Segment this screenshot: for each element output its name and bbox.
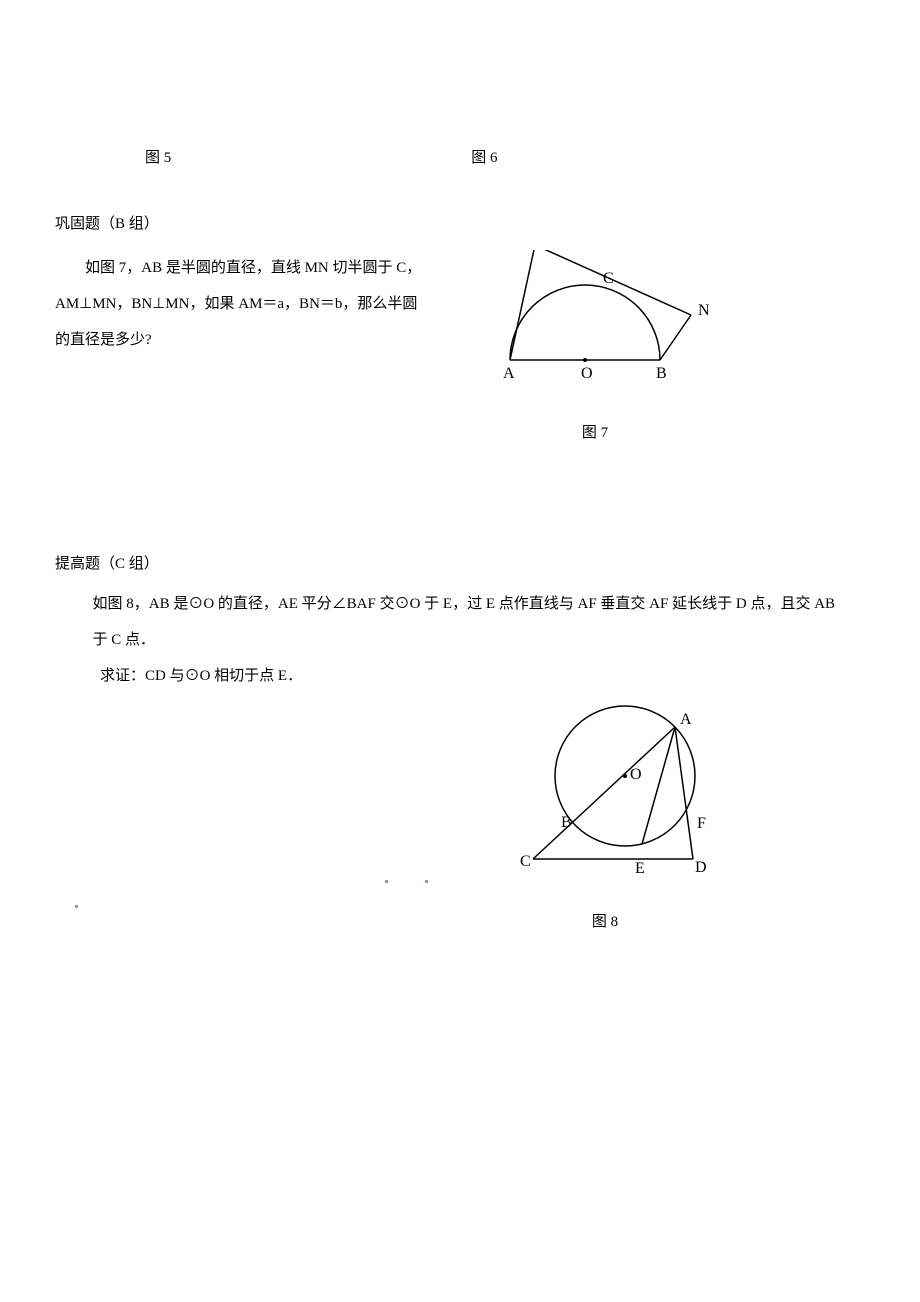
- fig7-point-B: B: [656, 365, 667, 380]
- section-c-title: 提高题（C 组）: [55, 546, 865, 582]
- section-b-title: 巩固题（B 组）: [55, 206, 865, 242]
- section-b-p1: 如图 7，AB 是半圆的直径，直线 MN 切半圆于 C，: [55, 250, 455, 286]
- fig7-label: 图 7: [475, 415, 715, 451]
- fig7-point-O: O: [581, 365, 593, 380]
- fig8-label: 图 8: [485, 904, 725, 940]
- fig7-point-N: N: [698, 302, 710, 319]
- fig7-point-A: A: [503, 365, 515, 380]
- fig8-point-O: O: [630, 766, 642, 783]
- fig5-label: 图 5: [145, 140, 171, 176]
- fig8-point-B: B: [561, 814, 572, 831]
- fig8-point-D: D: [695, 859, 707, 874]
- fig8-point-F: F: [697, 815, 706, 832]
- section-c-p3: 求证：CD 与⊙O 相切于点 E．: [55, 658, 865, 694]
- fig8-point-C: C: [520, 853, 531, 870]
- figure-7-diagram: M C N A O B: [475, 250, 715, 380]
- section-b-p3: 的直径是多少?: [55, 322, 455, 358]
- figure-8-diagram: A O B F C E D: [485, 694, 725, 874]
- fig8-point-A: A: [680, 711, 692, 728]
- fig6-label: 图 6: [471, 140, 497, 176]
- fig7-point-C: C: [603, 270, 614, 287]
- section-c-p2: 于 C 点．: [55, 622, 865, 658]
- fig8-point-E: E: [635, 860, 645, 874]
- section-b-p2: AM⊥MN，BN⊥MN，如果 AM＝a，BN＝b，那么半圆: [55, 286, 455, 322]
- section-c-p1: 如图 8，AB 是⊙O 的直径，AE 平分∠BAF 交⊙O 于 E，过 E 点作…: [55, 586, 865, 622]
